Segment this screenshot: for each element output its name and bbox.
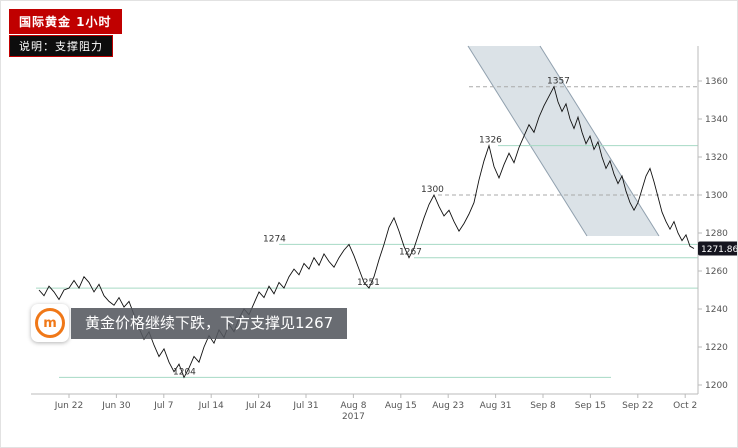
y-tick-label: 1240 xyxy=(705,305,728,315)
x-tick-label: Sep 15 xyxy=(575,401,606,411)
year-label: 2017 xyxy=(342,412,365,422)
price-line xyxy=(38,85,695,379)
m-logo-letter: m xyxy=(35,308,65,338)
current-price-label: 1271.86 xyxy=(701,245,738,255)
y-tick-label: 1320 xyxy=(705,153,728,163)
y-tick-label: 1220 xyxy=(705,343,728,353)
x-tick-label: Sep 8 xyxy=(530,401,556,411)
x-tick-label: Oct 2 xyxy=(673,401,697,411)
y-tick-label: 1200 xyxy=(705,381,728,391)
note-badge-label: 说明：支撑阻力 xyxy=(19,40,103,53)
current-price-badge xyxy=(698,241,737,256)
x-tick-label: Jul 31 xyxy=(292,401,318,411)
level-label-1357: 1357 xyxy=(547,77,570,87)
x-tick-label: Jul 7 xyxy=(153,401,173,411)
caption-overlay: m 黄金价格继续下跌，下方支撑见1267 xyxy=(31,304,348,342)
trend-channel-edge-0 xyxy=(467,45,588,237)
y-tick-label: 1280 xyxy=(705,229,728,239)
x-tick-label: Jul 14 xyxy=(198,401,224,411)
x-tick-label: Jul 24 xyxy=(245,401,271,411)
level-label-1267: 1267 xyxy=(399,248,422,258)
x-tick-label: Sep 22 xyxy=(622,401,653,411)
trend-channel-edge-1 xyxy=(539,45,660,237)
x-tick-label: Aug 23 xyxy=(432,401,464,411)
x-tick-label: Aug 8 xyxy=(340,401,366,411)
level-label-1251: 1251 xyxy=(357,278,380,288)
m-logo-icon: m xyxy=(31,304,69,342)
instrument-badge-label: 国际黄金 1小时 xyxy=(19,15,112,29)
x-tick-label: Aug 15 xyxy=(385,401,417,411)
level-label-1204: 1204 xyxy=(173,367,196,377)
y-tick-label: 1300 xyxy=(705,191,728,201)
y-tick-label: 1360 xyxy=(705,77,728,87)
x-tick-label: Jun 22 xyxy=(54,401,83,411)
instrument-badge: 国际黄金 1小时 xyxy=(9,9,122,34)
y-tick-label: 1260 xyxy=(705,267,728,277)
trend-channel xyxy=(468,46,659,236)
caption-text: 黄金价格继续下跌，下方支撑见1267 xyxy=(71,307,348,339)
level-label-1274: 1274 xyxy=(263,234,286,244)
level-label-1300: 1300 xyxy=(421,185,444,195)
note-badge: 说明：支撑阻力 xyxy=(9,35,113,57)
x-tick-label: Aug 31 xyxy=(480,401,512,411)
x-tick-label: Jun 30 xyxy=(101,401,131,411)
y-tick-label: 1340 xyxy=(705,115,728,125)
level-label-1326: 1326 xyxy=(479,136,502,146)
